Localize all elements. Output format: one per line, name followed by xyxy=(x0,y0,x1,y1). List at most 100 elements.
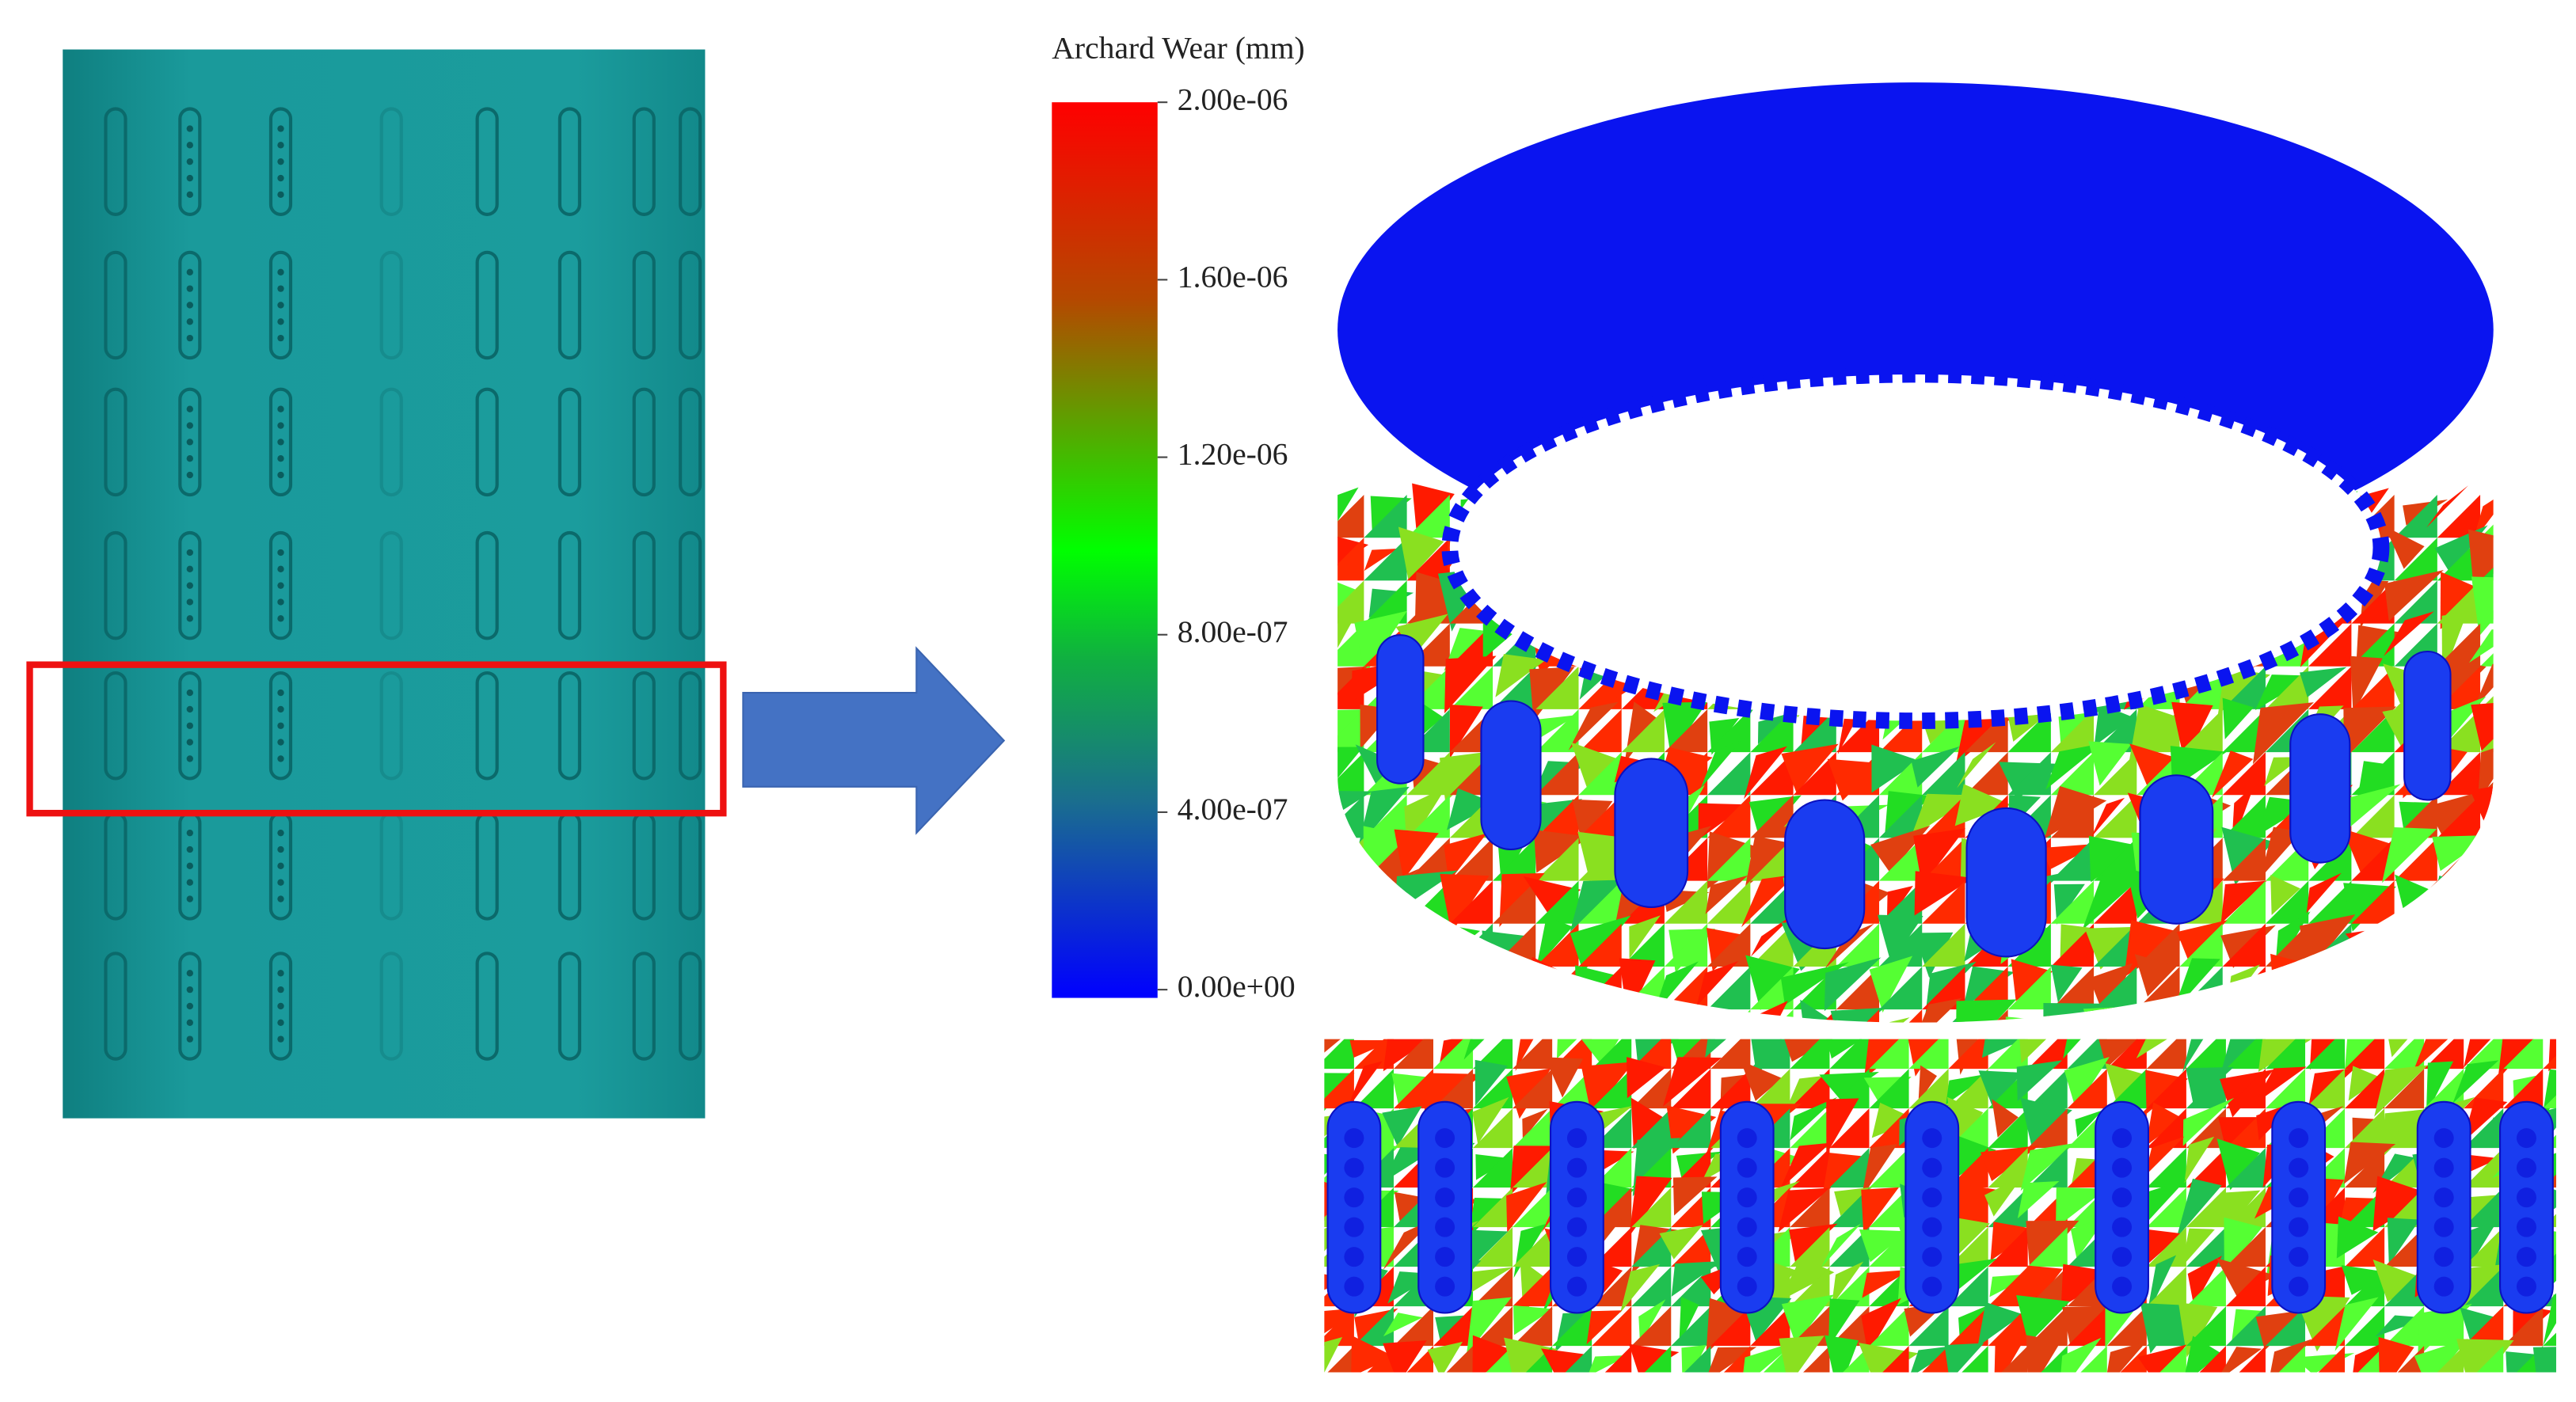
hole xyxy=(186,1019,193,1026)
mesh-cell xyxy=(2270,1339,2312,1373)
mesh-cell xyxy=(1486,1346,1513,1373)
mesh-cell xyxy=(1449,966,1493,1010)
hole xyxy=(277,615,284,622)
cylinder-body xyxy=(63,49,706,1119)
mesh-cell xyxy=(1337,914,1368,961)
hole xyxy=(1344,1276,1364,1297)
slot xyxy=(268,107,293,216)
hole xyxy=(277,582,284,589)
mesh-cell xyxy=(2178,1302,2218,1358)
slot xyxy=(557,387,582,497)
mesh-cell xyxy=(1393,1306,1434,1347)
mesh-cell xyxy=(2226,964,2261,1010)
mesh-cell xyxy=(2067,1069,2107,1109)
mesh-cell xyxy=(2187,1256,2223,1307)
hole xyxy=(2433,1247,2454,1267)
mesh-cell xyxy=(1671,1227,1711,1267)
mesh-cell xyxy=(2429,918,2468,958)
mesh-cell xyxy=(2480,666,2494,709)
mesh-cell xyxy=(2543,1055,2556,1070)
hole xyxy=(277,318,284,325)
mesh-cell xyxy=(2265,1306,2306,1347)
mesh-cell xyxy=(2543,1332,2556,1347)
slot xyxy=(679,250,702,360)
hole xyxy=(2289,1157,2309,1178)
mesh-cell xyxy=(2184,1136,2215,1184)
mesh-cell xyxy=(2462,1097,2508,1143)
mesh-cell xyxy=(1707,966,1751,1010)
mesh-cell xyxy=(1398,526,1444,580)
hole xyxy=(2516,1128,2536,1149)
mesh-cell xyxy=(2480,538,2494,581)
slot xyxy=(632,250,656,360)
mesh-cell xyxy=(1859,1343,1919,1373)
mesh-cell xyxy=(2265,666,2309,709)
mesh-cell xyxy=(2503,1039,2544,1070)
mesh-cell xyxy=(1671,1108,1711,1149)
mesh-cell xyxy=(2254,1185,2314,1219)
mesh-cell xyxy=(1528,1006,1589,1023)
mesh-cell xyxy=(2437,966,2481,1010)
slot xyxy=(632,530,656,640)
mesh-cell xyxy=(1586,1006,1630,1023)
mesh-cell xyxy=(2345,1108,2385,1149)
mesh-cell xyxy=(2199,1346,2226,1373)
mesh-cell xyxy=(2374,1065,2428,1117)
hole xyxy=(186,970,193,977)
mesh-cell xyxy=(1988,1227,2028,1267)
mesh-cell xyxy=(2437,880,2481,924)
mesh-cell xyxy=(1495,654,1547,697)
mesh-cell xyxy=(2480,623,2494,667)
slot xyxy=(1614,758,1689,908)
mesh-cell xyxy=(1337,623,1364,667)
mesh-cell xyxy=(1671,1306,1711,1347)
unrolled-mesh xyxy=(1324,1039,2556,1373)
mesh-cell xyxy=(2094,752,2137,796)
mesh-cell xyxy=(1836,752,1880,796)
hole xyxy=(1435,1128,1455,1149)
mesh-cell xyxy=(1382,1106,1422,1147)
mesh-cell xyxy=(1337,613,1356,663)
slot xyxy=(557,250,582,360)
mesh-cell xyxy=(1631,1187,1672,1228)
mesh-cell xyxy=(1535,880,1579,924)
mesh-cell xyxy=(2452,1060,2499,1104)
mesh-cell xyxy=(1581,1062,1634,1116)
hole xyxy=(277,689,284,697)
hole xyxy=(186,405,193,412)
mesh-cell xyxy=(2426,876,2481,937)
mesh-cell xyxy=(2050,752,2095,796)
mesh-cell xyxy=(1861,1298,1901,1355)
mesh-cell xyxy=(1778,1187,1832,1233)
mesh-cell xyxy=(1882,1017,1910,1023)
mesh-cell xyxy=(1493,666,1536,709)
hole xyxy=(277,455,284,462)
hole xyxy=(277,471,284,479)
mesh-cell xyxy=(1353,1069,1394,1109)
mesh-cell xyxy=(2309,1039,2344,1070)
hole xyxy=(186,895,193,902)
mesh-cell xyxy=(1406,752,1450,796)
mesh-cell xyxy=(1707,880,1751,924)
mesh-cell xyxy=(1337,575,1358,629)
mesh-cell xyxy=(1750,1069,1790,1109)
hole xyxy=(277,1019,284,1026)
mesh-cell xyxy=(1504,1337,1558,1373)
hole xyxy=(277,174,284,182)
mesh-cell xyxy=(2129,743,2192,791)
mesh-cell xyxy=(1337,842,1371,883)
mesh-cell xyxy=(2094,966,2137,1010)
selection-box xyxy=(26,661,727,817)
mesh-cell xyxy=(2464,1069,2504,1109)
hole xyxy=(2516,1276,2536,1297)
mesh-cell xyxy=(2480,752,2494,796)
hole xyxy=(1566,1187,1587,1208)
ring-hole xyxy=(1441,366,2390,729)
slot xyxy=(379,250,403,360)
hole xyxy=(1435,1187,1455,1208)
mesh-cell xyxy=(1978,1070,2023,1108)
mesh-cell xyxy=(1879,795,1923,838)
mesh-cell xyxy=(2146,1039,2186,1070)
slot xyxy=(178,107,202,216)
mesh-cell xyxy=(1357,920,1395,975)
